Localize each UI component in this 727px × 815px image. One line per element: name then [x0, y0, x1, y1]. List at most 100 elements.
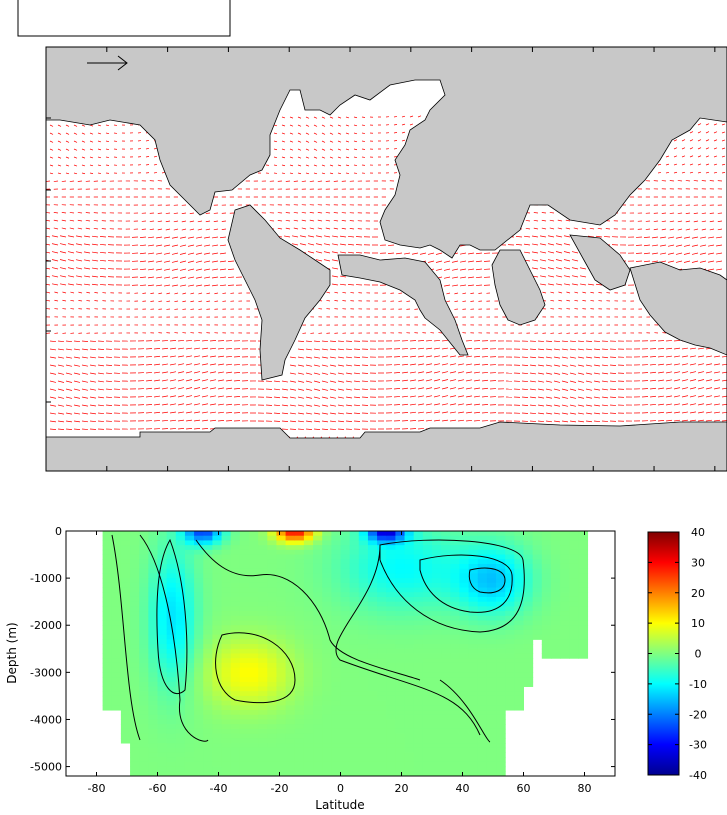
field-cell — [102, 662, 113, 669]
field-cell — [422, 658, 433, 664]
field-cell — [313, 582, 323, 589]
velocity-vector — [315, 235, 323, 238]
velocity-vector — [65, 388, 73, 391]
velocity-vector — [177, 355, 185, 358]
field-cell — [322, 596, 332, 603]
field-cell — [578, 582, 589, 589]
field-cell — [157, 644, 168, 650]
field-cell — [578, 540, 589, 546]
field-cell — [285, 724, 296, 730]
field-cell — [413, 648, 424, 654]
field-cell — [486, 606, 497, 612]
velocity-vector — [217, 419, 225, 422]
field-cell — [395, 587, 406, 593]
velocity-vector — [139, 276, 147, 279]
velocity-vector — [593, 404, 601, 407]
field-cell — [184, 644, 195, 650]
field-cell — [441, 724, 451, 730]
field-cell — [294, 710, 305, 716]
velocity-vector — [523, 251, 531, 254]
field-cell — [367, 615, 378, 622]
field-cell — [477, 592, 488, 598]
field-cell — [422, 573, 433, 579]
velocity-vector — [313, 148, 318, 151]
velocity-vector — [81, 420, 89, 423]
velocity-vector — [49, 340, 57, 343]
field-cell — [569, 625, 579, 631]
velocity-vector — [459, 252, 467, 255]
field-cell — [386, 573, 396, 579]
velocity-vector — [201, 355, 209, 358]
velocity-vector — [185, 387, 193, 390]
field-cell — [175, 695, 186, 702]
field-cell — [194, 568, 204, 574]
field-cell — [377, 545, 387, 551]
velocity-vector — [325, 219, 331, 222]
velocity-vector — [89, 420, 97, 423]
field-cell — [331, 615, 341, 622]
velocity-vector — [185, 395, 193, 398]
field-cell — [212, 771, 223, 776]
velocity-vector — [57, 172, 62, 175]
field-cell — [395, 611, 406, 617]
field-cell — [441, 757, 451, 763]
velocity-vector — [81, 412, 89, 415]
field-cell — [395, 752, 406, 758]
field-cell — [450, 582, 460, 589]
field-cell — [349, 724, 360, 730]
velocity-vector — [193, 379, 201, 382]
field-cell — [230, 634, 241, 640]
velocity-vector — [406, 300, 411, 302]
field-cell — [569, 559, 579, 565]
field-cell — [340, 714, 351, 720]
field-cell — [175, 573, 186, 579]
field-cell — [395, 634, 406, 640]
field-cell — [267, 559, 277, 565]
contour-lines — [111, 534, 525, 743]
field-cell — [386, 705, 396, 711]
field-cell — [258, 611, 268, 617]
velocity-vector — [193, 428, 201, 430]
velocity-vector — [441, 387, 449, 390]
velocity-vector — [57, 348, 65, 351]
velocity-vector — [561, 388, 569, 391]
field-cell — [459, 639, 470, 645]
field-cell — [432, 606, 442, 612]
velocity-vector — [321, 172, 326, 175]
velocity-vector — [158, 300, 163, 302]
field-cell — [120, 695, 131, 702]
field-cell — [358, 559, 369, 565]
field-cell — [111, 549, 122, 556]
velocity-vector — [585, 340, 593, 342]
field-cell — [349, 672, 360, 678]
field-cell — [550, 573, 561, 579]
velocity-vector — [681, 355, 689, 358]
field-cell — [358, 691, 369, 697]
velocity-vector — [579, 283, 587, 286]
field-cell — [239, 714, 250, 720]
field-cell — [258, 686, 268, 692]
velocity-vector — [697, 347, 705, 350]
field-cell — [212, 578, 223, 584]
field-cell — [184, 554, 195, 560]
velocity-vector — [195, 236, 203, 239]
field-cell — [340, 724, 351, 730]
velocity-vector — [721, 355, 727, 358]
field-cell — [102, 681, 113, 687]
velocity-vector — [673, 411, 681, 414]
velocity-vector — [601, 380, 609, 383]
field-cell — [258, 733, 268, 739]
velocity-vector — [307, 251, 315, 254]
field-cell — [194, 620, 204, 626]
field-cell — [184, 738, 195, 744]
field-cell — [404, 644, 415, 650]
field-cell — [175, 568, 186, 574]
velocity-vector — [481, 363, 489, 366]
velocity-vector — [51, 275, 59, 278]
velocity-vector — [209, 387, 217, 390]
field-cell — [358, 653, 369, 659]
field-cell — [413, 752, 424, 758]
velocity-vector — [705, 403, 713, 406]
field-cell — [450, 625, 460, 631]
field-cell — [322, 625, 332, 631]
